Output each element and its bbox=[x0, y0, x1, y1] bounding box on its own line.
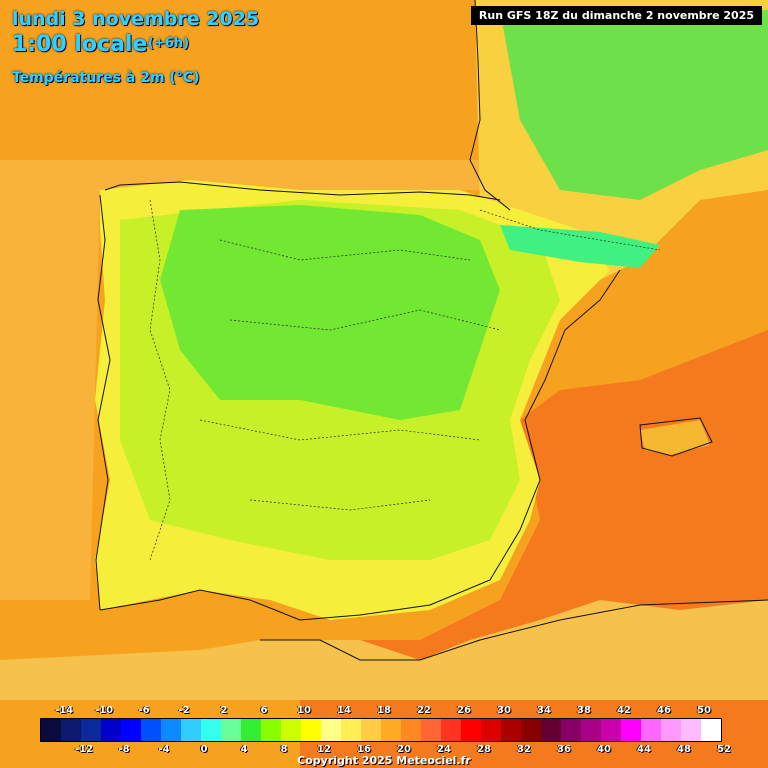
run-info: Run GFS 18Z du dimanche 2 novembre 2025 bbox=[470, 6, 762, 25]
legend-label-bottom: 28 bbox=[477, 744, 491, 755]
legend-label-top: 22 bbox=[417, 705, 431, 716]
legend-swatch bbox=[501, 719, 521, 741]
legend-label-bottom: 12 bbox=[317, 744, 331, 755]
legend-label-top: -6 bbox=[138, 705, 150, 716]
legend-swatch bbox=[341, 719, 361, 741]
legend-label-bottom: 40 bbox=[597, 744, 611, 755]
legend-swatch bbox=[221, 719, 241, 741]
legend-swatch bbox=[541, 719, 561, 741]
legend-swatch bbox=[281, 719, 301, 741]
legend-label-top: -10 bbox=[94, 705, 114, 716]
legend-label-top: 10 bbox=[297, 705, 311, 716]
legend-swatch bbox=[161, 719, 181, 741]
parameter-title: Températures à 2m (°C) bbox=[12, 70, 200, 86]
balearic-islands bbox=[640, 420, 710, 455]
france-cool-zone bbox=[500, 10, 768, 200]
legend-swatch bbox=[421, 719, 441, 741]
legend-swatch bbox=[301, 719, 321, 741]
legend-swatch bbox=[41, 719, 61, 741]
legend-label-bottom: -8 bbox=[118, 744, 130, 755]
legend-swatch bbox=[201, 719, 221, 741]
legend-label-top: 18 bbox=[377, 705, 391, 716]
legend-label-bottom: 32 bbox=[517, 744, 531, 755]
legend-label-top: 34 bbox=[537, 705, 551, 716]
legend-swatch bbox=[661, 719, 681, 741]
legend-label-top: 38 bbox=[577, 705, 591, 716]
legend-swatch bbox=[521, 719, 541, 741]
legend-swatch bbox=[141, 719, 161, 741]
forecast-time: 1:00 locale bbox=[12, 32, 148, 57]
legend-label-top: 6 bbox=[260, 705, 268, 716]
legend-label-bottom: 0 bbox=[200, 744, 208, 755]
legend-swatch bbox=[401, 719, 421, 741]
legend-swatch bbox=[181, 719, 201, 741]
legend-swatch bbox=[81, 719, 101, 741]
legend-label-bottom: 36 bbox=[557, 744, 571, 755]
legend-swatch bbox=[321, 719, 341, 741]
legend-label-top: -2 bbox=[178, 705, 190, 716]
legend-label-bottom: 16 bbox=[357, 744, 371, 755]
copyright: Copyright 2025 Meteociel.fr bbox=[297, 754, 471, 767]
legend-swatch bbox=[601, 719, 621, 741]
legend-label-top: 46 bbox=[657, 705, 671, 716]
legend-swatch bbox=[241, 719, 261, 741]
legend-swatch bbox=[561, 719, 581, 741]
legend-label-top: -14 bbox=[54, 705, 74, 716]
legend-label-bottom: -4 bbox=[158, 744, 170, 755]
legend-swatch bbox=[461, 719, 481, 741]
legend-swatch bbox=[101, 719, 121, 741]
atlantic-coast-zone bbox=[0, 160, 480, 600]
legend-swatch bbox=[481, 719, 501, 741]
legend-label-bottom: 52 bbox=[717, 744, 731, 755]
legend-swatch bbox=[121, 719, 141, 741]
legend-swatch bbox=[701, 719, 721, 741]
forecast-lead: (+6h) bbox=[148, 36, 190, 51]
legend-label-top: 50 bbox=[697, 705, 711, 716]
legend-swatch bbox=[261, 719, 281, 741]
legend-label-bottom: 24 bbox=[437, 744, 451, 755]
legend-swatch bbox=[621, 719, 641, 741]
legend-swatch bbox=[441, 719, 461, 741]
color-legend bbox=[40, 718, 722, 742]
pyrenees-cold-zone bbox=[500, 225, 660, 268]
legend-label-bottom: 8 bbox=[280, 744, 288, 755]
legend-swatch bbox=[381, 719, 401, 741]
coastlines bbox=[95, 0, 768, 661]
legend-swatch bbox=[581, 719, 601, 741]
legend-label-top: 26 bbox=[457, 705, 471, 716]
legend-label-top: 2 bbox=[220, 705, 228, 716]
north-africa-land bbox=[0, 600, 768, 700]
legend-label-bottom: -12 bbox=[74, 744, 94, 755]
iberia-cold-zone bbox=[160, 205, 500, 420]
legend-label-bottom: 44 bbox=[637, 744, 651, 755]
legend-label-bottom: 4 bbox=[240, 744, 248, 755]
borders bbox=[149, 199, 661, 561]
legend-label-bottom: 48 bbox=[677, 744, 691, 755]
legend-swatch bbox=[361, 719, 381, 741]
forecast-date: lundi 3 novembre 2025 bbox=[12, 8, 260, 30]
legend-label-bottom: 20 bbox=[397, 744, 411, 755]
legend-swatch bbox=[641, 719, 661, 741]
legend-swatch bbox=[681, 719, 701, 741]
legend-label-top: 42 bbox=[617, 705, 631, 716]
legend-label-top: 30 bbox=[497, 705, 511, 716]
legend-label-top: 14 bbox=[337, 705, 351, 716]
legend-swatch bbox=[61, 719, 81, 741]
